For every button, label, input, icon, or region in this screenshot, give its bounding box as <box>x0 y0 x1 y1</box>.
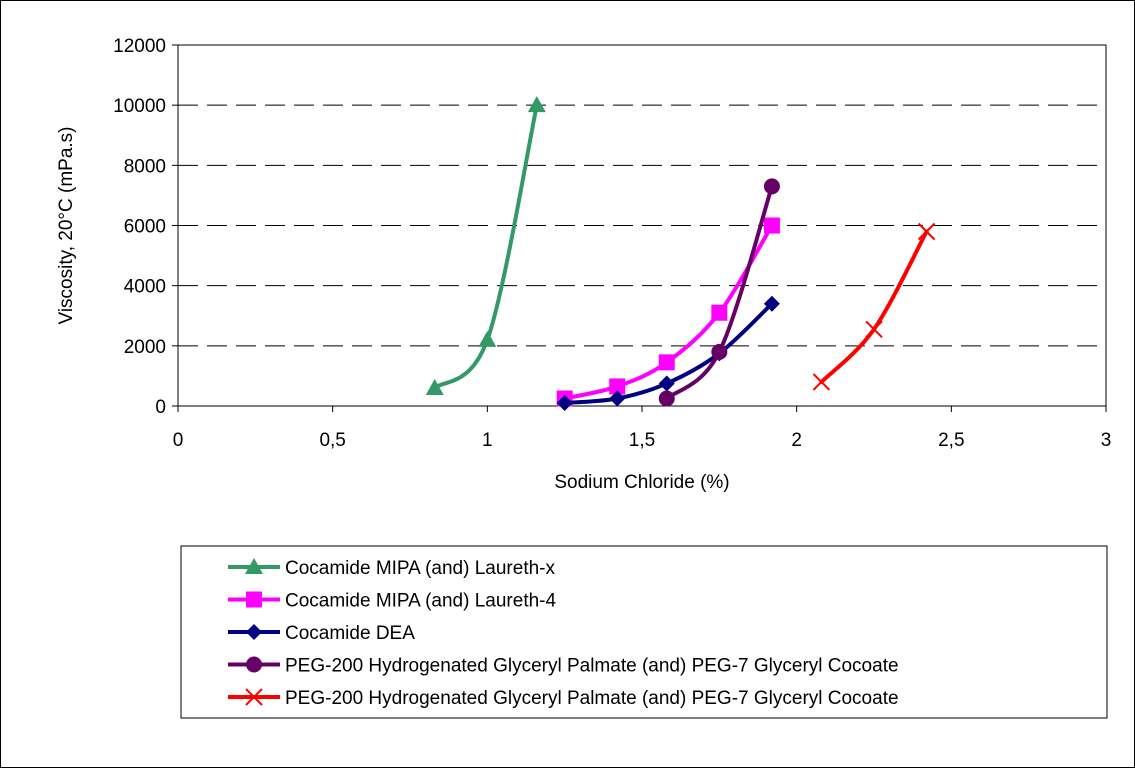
legend-item-2: Cocamide DEA <box>228 623 415 644</box>
data-point-3-2 <box>763 178 780 195</box>
y-tick-label: 2000 <box>124 337 166 358</box>
x-axis-title: Sodium Chloride (%) <box>554 472 729 493</box>
data-point-1-2 <box>658 354 675 371</box>
y-tick-label: 0 <box>155 397 166 418</box>
series-4 <box>812 222 936 391</box>
series-line-0 <box>432 103 539 390</box>
data-point-2-2 <box>658 375 675 392</box>
legend-label: Cocamide DEA <box>285 623 415 644</box>
legend-swatch-marker <box>246 656 262 673</box>
data-point-1-4 <box>763 217 780 234</box>
data-point-3-0 <box>658 390 675 407</box>
legend-item-0: Cocamide MIPA (and) Laureth-x <box>228 558 555 579</box>
legend-swatch-marker <box>245 558 263 574</box>
data-point-1-1 <box>609 378 626 395</box>
data-point-2-1 <box>609 390 626 407</box>
data-point-3-1 <box>711 343 728 360</box>
legend-swatch-marker <box>245 688 263 706</box>
legend-item-1: Cocamide MIPA (and) Laureth-4 <box>228 591 556 612</box>
data-point-0-0 <box>425 378 444 395</box>
plot-area: 0 2000 4000 6000 8000 10000 12000 0 0,5 1 1,5 2 2,5 3… <box>56 36 1111 493</box>
x-tick-label: 2 <box>791 430 802 451</box>
y-tick-label: 6000 <box>124 217 166 238</box>
series-3 <box>658 178 780 407</box>
data-point-0-2 <box>527 96 546 113</box>
data-point-2-4 <box>763 295 780 312</box>
data-point-2-0 <box>556 394 573 411</box>
data-point-1-3 <box>711 304 728 321</box>
y-tick-label: 8000 <box>124 156 166 177</box>
legend-item-4: PEG-200 Hydrogenated Glyceryl Palmate (a… <box>228 688 899 709</box>
legend-label: Cocamide MIPA (and) Laureth-x <box>285 558 555 579</box>
y-tick-label: 12000 <box>113 36 166 57</box>
legend-item-3: PEG-200 Hydrogenated Glyceryl Palmate (a… <box>228 656 899 677</box>
x-tick-label: 0,5 <box>319 430 345 451</box>
legend: Cocamide MIPA (and) Laureth-x Cocamide MI… <box>180 545 1108 719</box>
data-point-4-0 <box>812 373 831 391</box>
x-tick-label: 1,5 <box>629 430 655 451</box>
y-axis-title: Viscosity, 20°C (mPa.s) <box>56 127 77 325</box>
legend-swatch-marker <box>246 591 262 608</box>
legend-box <box>180 545 1108 719</box>
x-tick-label: 3 <box>1101 430 1112 451</box>
y-tick-label: 10000 <box>113 96 166 117</box>
legend-label: PEG-200 Hydrogenated Glyceryl Palmate (a… <box>285 688 899 709</box>
series-line-4 <box>819 229 929 384</box>
legend-label: Cocamide MIPA (and) Laureth-4 <box>285 591 556 612</box>
series-line-3 <box>664 184 774 401</box>
y-tick-label: 4000 <box>124 277 166 298</box>
x-tick-label: 2,5 <box>938 430 964 451</box>
series-1 <box>556 217 780 407</box>
x-tick-label: 1 <box>482 430 493 451</box>
legend-label: PEG-200 Hydrogenated Glyceryl Palmate (a… <box>285 656 899 677</box>
series-line-1 <box>562 223 774 401</box>
data-point-4-1 <box>865 320 883 338</box>
legend-swatch-marker <box>246 624 262 640</box>
series-0 <box>425 96 546 395</box>
x-tick-label: 0 <box>173 430 184 451</box>
data-point-0-1 <box>478 330 497 347</box>
data-point-4-2 <box>917 222 936 241</box>
